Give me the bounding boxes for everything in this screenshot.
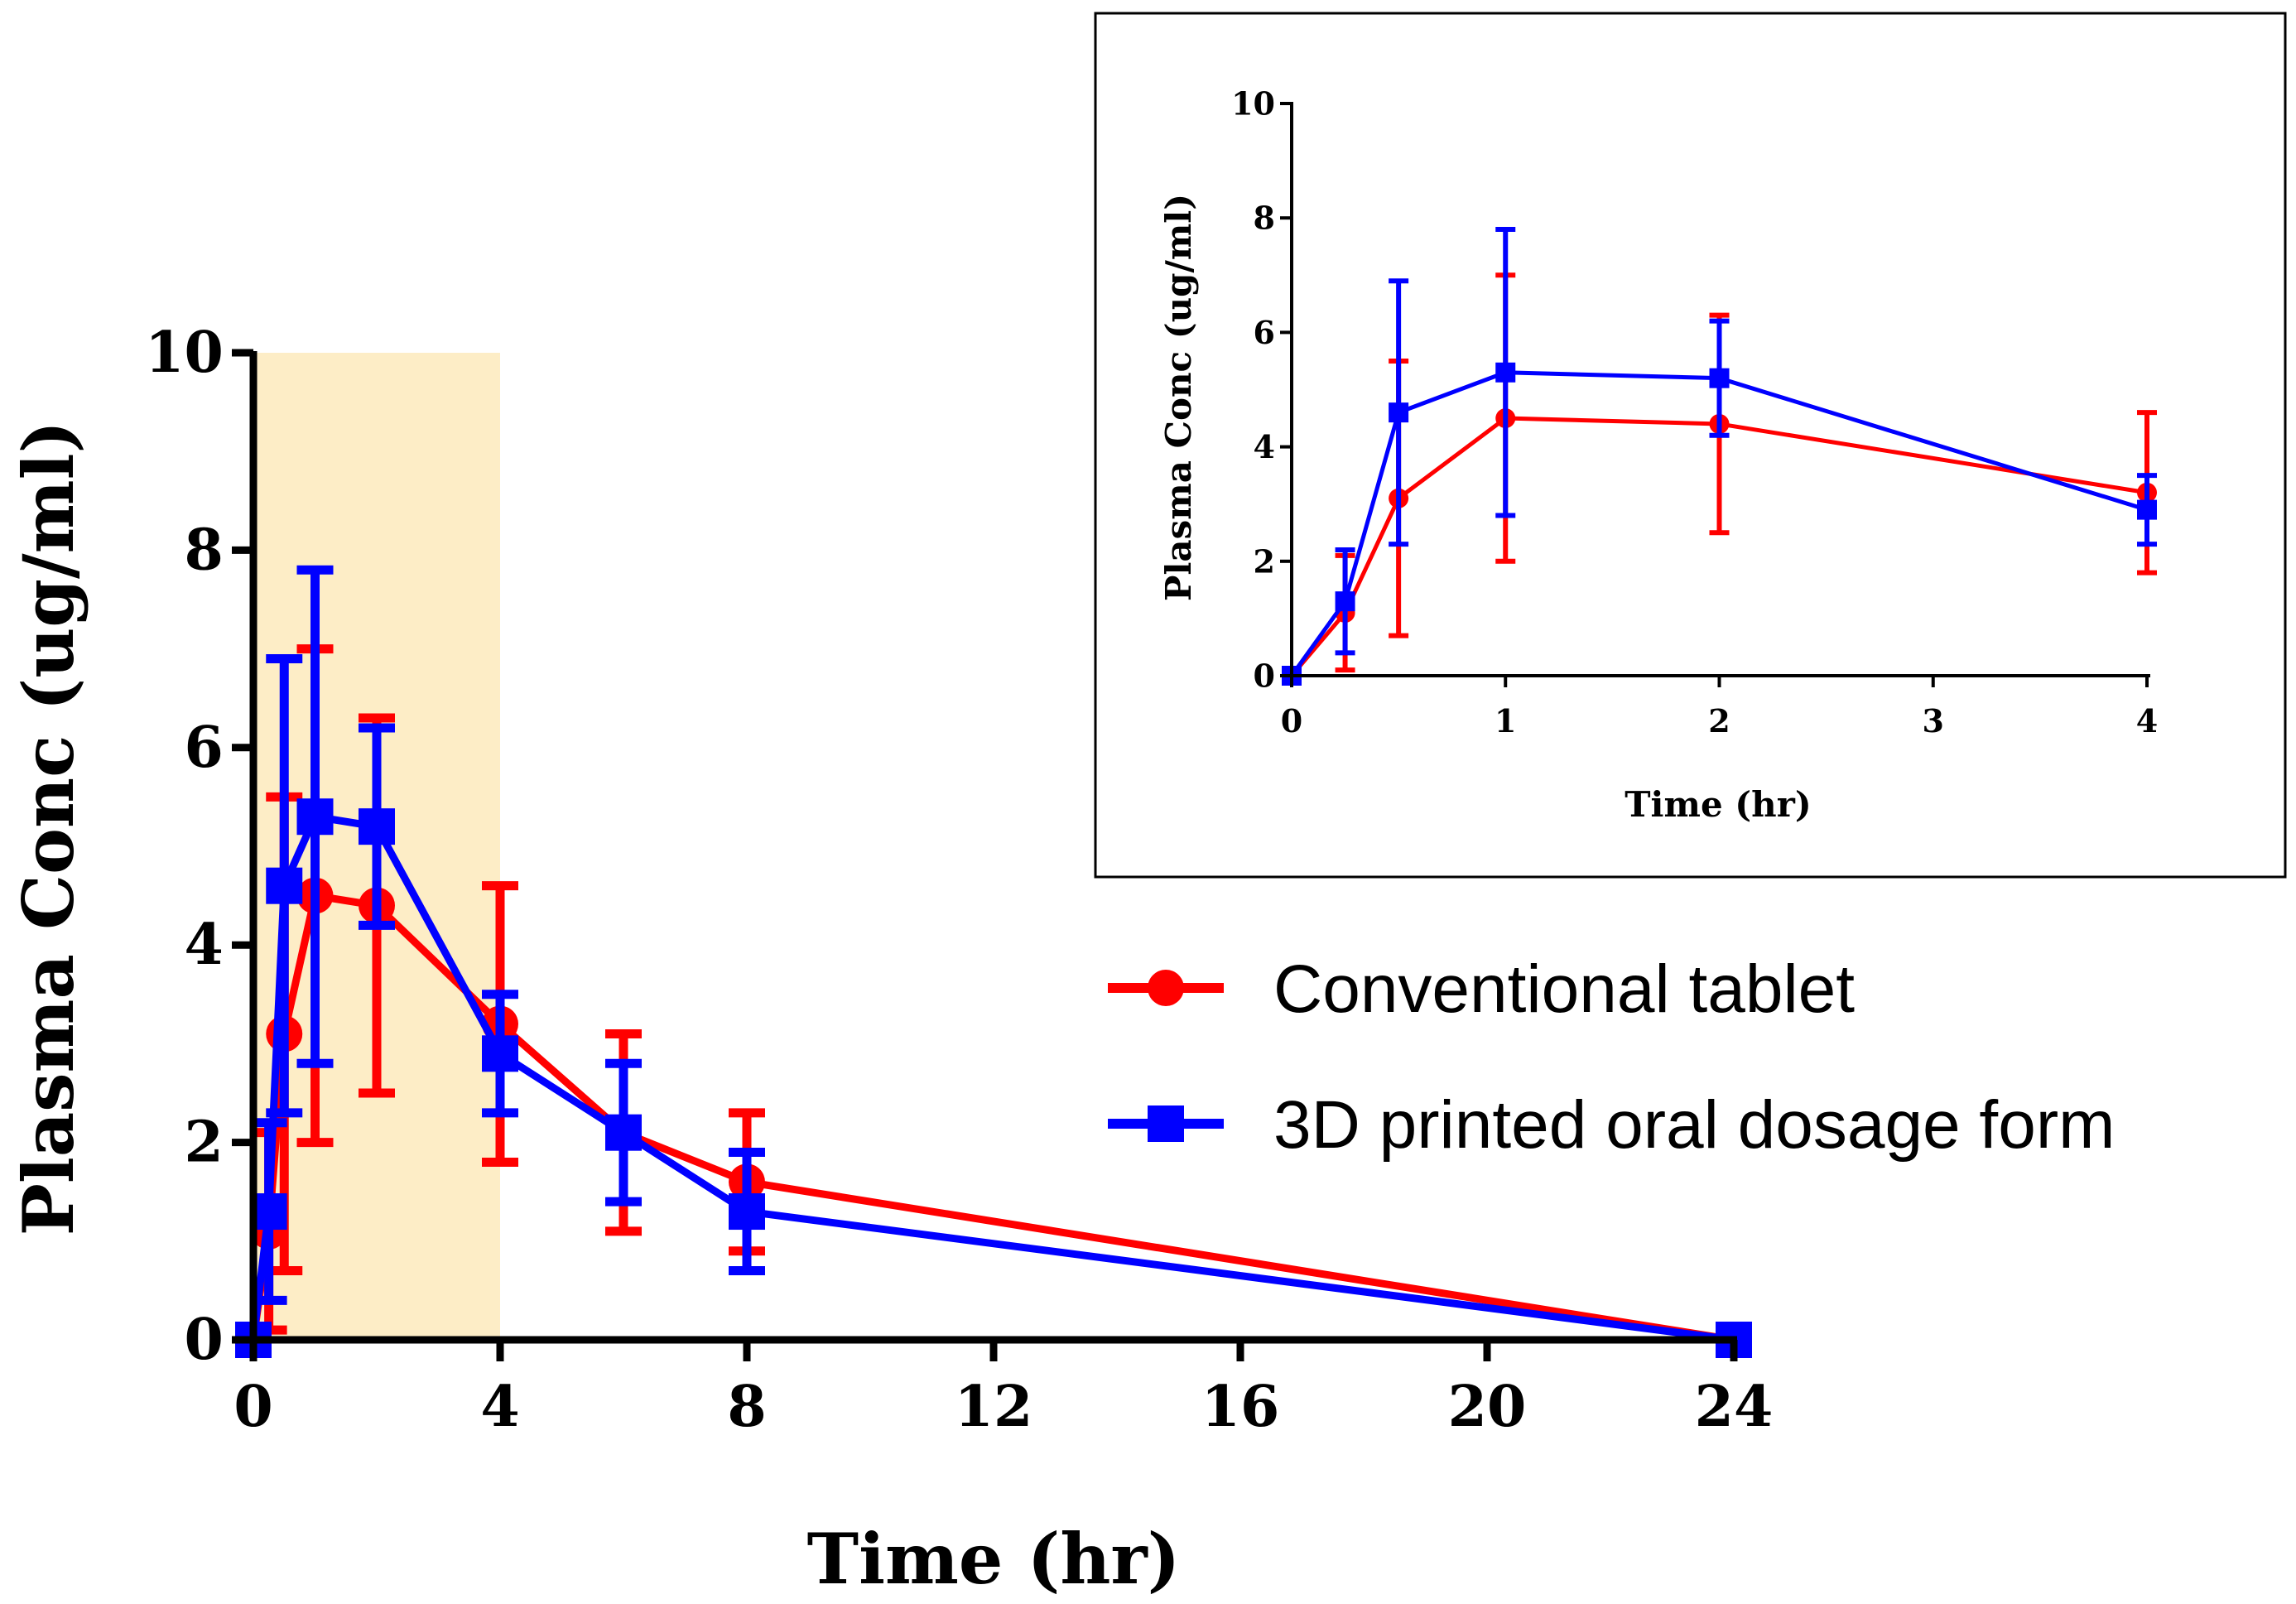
inset-y-tick-label: 8 [1254, 200, 1275, 237]
main-y-ticks: 0 2 4 6 8 10 [145, 320, 253, 1373]
inset-series-group [1282, 227, 2157, 686]
main-x-tick-label: 8 [727, 1374, 766, 1440]
inset-x-tick-label: 3 [1923, 702, 1944, 739]
main-point-3d-printed [482, 1035, 518, 1072]
main-y-tick-label: 0 [184, 1307, 223, 1373]
main-x-tick-label: 16 [1201, 1374, 1280, 1440]
inset-y-tick-label: 10 [1231, 85, 1275, 123]
inset-x-tick-label: 4 [2136, 702, 2158, 739]
main-y-tick-label: 8 [184, 517, 223, 583]
main-series-group [235, 565, 1752, 1358]
inset-point-3d-printed [1389, 402, 1409, 423]
inset-x-ticks: 0 1 2 3 4 [1281, 676, 2158, 739]
inset-point-3d-printed [1335, 591, 1355, 612]
main-point-3d-printed [359, 808, 395, 845]
inset-series-line-conventional [1290, 416, 2148, 677]
legend-entry-conventional-tablet: Conventional tablet [1108, 951, 1855, 1027]
main-x-tick-label: 24 [1695, 1374, 1774, 1440]
legend-marker-circle [1148, 970, 1184, 1006]
main-x-tick-label: 20 [1448, 1374, 1527, 1440]
legend-label-conventional: Conventional tablet [1273, 951, 1855, 1027]
inset-y-axis-title: Plasma Conc (ug/ml) [1158, 194, 1199, 601]
main-x-axis-title: Time (hr) [807, 1518, 1181, 1600]
legend-label-3d-printed: 3D printed oral dosage form [1273, 1087, 2115, 1163]
main-x-tick-label: 4 [480, 1374, 519, 1440]
inset-frame [1094, 12, 2287, 879]
main-point-3d-printed [729, 1193, 765, 1231]
inset-point-3d-printed [1709, 368, 1730, 388]
inset-x-tick-label: 0 [1281, 702, 1302, 739]
main-series-3d-printed [235, 565, 1752, 1358]
legend-marker-square [1148, 1105, 1184, 1142]
inset-x-tick-label: 1 [1495, 702, 1516, 739]
main-point-3d-printed [266, 867, 303, 904]
inset-chart: 0 2 4 6 8 10 0 1 2 3 4 Time (hr) Plasma Conc (ug/… [1094, 12, 2287, 879]
legend: Conventional tablet 3D printed oral dosa… [1108, 951, 2115, 1163]
inset-point-3d-printed [1495, 362, 1516, 383]
inset-x-tick-label: 2 [1708, 702, 1730, 739]
main-x-tick-label: 12 [955, 1374, 1033, 1440]
main-y-tick-label: 2 [184, 1110, 223, 1176]
legend-entry-3d-printed: 3D printed oral dosage form [1108, 1087, 2115, 1163]
inset-y-tick-label: 4 [1254, 428, 1275, 465]
main-point-3d-printed [605, 1114, 642, 1151]
inset-series-3d-printed [1282, 227, 2157, 686]
main-x-ticks: 0 4 8 12 16 20 24 [233, 1340, 1773, 1440]
main-y-tick-label: 6 [184, 715, 223, 781]
inset-point-3d-printed [2137, 499, 2157, 520]
inset-y-ticks: 0 2 4 6 8 10 [1231, 85, 1292, 695]
inset-y-tick-label: 0 [1254, 657, 1275, 695]
main-y-tick-label: 10 [145, 320, 224, 386]
main-x-tick-label: 0 [233, 1374, 272, 1440]
inset-x-axis-title: Time (hr) [1625, 784, 1811, 825]
main-y-axis-title: Plasma Conc (ug/ml) [7, 421, 89, 1236]
main-y-tick-label: 4 [184, 912, 223, 978]
inset-y-tick-label: 2 [1254, 542, 1275, 580]
main-point-3d-printed [296, 798, 334, 836]
inset-y-tick-label: 6 [1254, 314, 1275, 351]
inset-series-line-3d-printed [1289, 370, 2148, 677]
